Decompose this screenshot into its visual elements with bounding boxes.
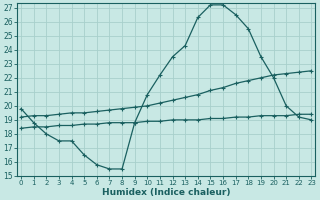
X-axis label: Humidex (Indice chaleur): Humidex (Indice chaleur) <box>102 188 230 197</box>
